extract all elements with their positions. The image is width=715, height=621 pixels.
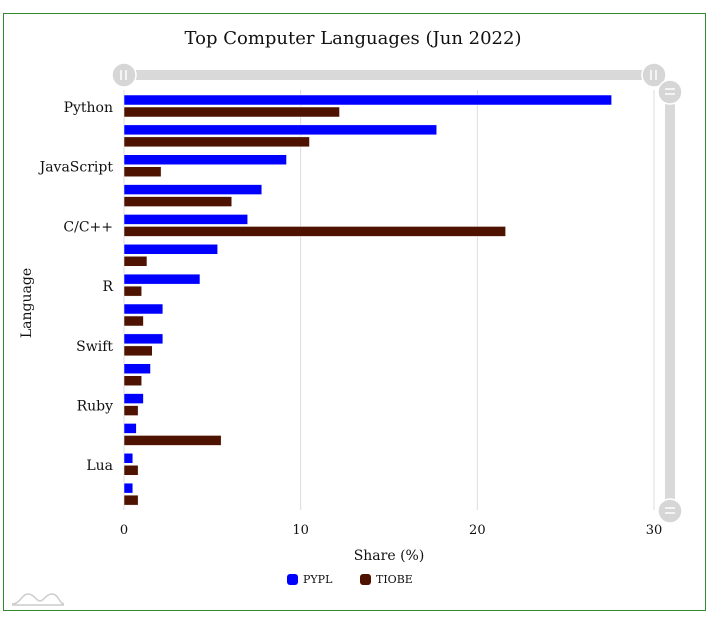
bar-pypl-2[interactable] [123, 154, 287, 165]
bar-tiobe-11[interactable] [123, 435, 222, 446]
bar-pypl-8[interactable] [123, 333, 164, 345]
x-zoom-scrollbar[interactable] [111, 62, 667, 88]
y-scrollbar-handle-top[interactable] [657, 79, 683, 105]
x-tick-label-1: 10 [292, 523, 309, 538]
grid [123, 90, 655, 510]
chart-logo-icon [11, 593, 65, 606]
category-labels: Python JavaScript C/C++ R Swift Ruby Lua [38, 100, 114, 474]
chart-title: Top Computer Languages (Jun 2022) [185, 28, 522, 49]
legend-swatch-tiobe[interactable] [360, 574, 371, 585]
bar-tiobe-6[interactable] [123, 285, 142, 297]
bar-pypl-0[interactable] [123, 94, 612, 106]
bar-tiobe-0[interactable] [123, 106, 340, 118]
category-label-6: R [102, 279, 113, 295]
x-scrollbar-track[interactable] [118, 70, 658, 80]
bar-tiobe-12[interactable] [123, 465, 139, 476]
bar-pypl-1[interactable] [123, 124, 437, 136]
bar-tiobe-4[interactable] [123, 226, 506, 237]
category-label-8: Swift [76, 339, 113, 355]
bar-tiobe-2[interactable] [123, 166, 162, 177]
x-tick-label-3: 30 [646, 523, 663, 538]
x-scrollbar-handle-left[interactable] [111, 62, 137, 88]
bar-tiobe-7[interactable] [123, 315, 144, 327]
x-tick-labels: 0 10 20 30 [120, 523, 662, 538]
category-label-2: JavaScript [38, 160, 114, 176]
bar-tiobe-3[interactable] [123, 196, 233, 207]
x-tick-label-0: 0 [120, 523, 128, 538]
bar-pypl-3[interactable] [123, 184, 263, 195]
legend-label-pypl[interactable]: PYPL [303, 573, 333, 586]
bar-tiobe-10[interactable] [123, 405, 139, 416]
x-axis-title: Share (%) [354, 548, 425, 564]
bar-tiobe-9[interactable] [123, 375, 142, 386]
category-label-4: C/C++ [63, 219, 113, 235]
category-label-12: Lua [86, 458, 113, 474]
bar-tiobe-8[interactable] [123, 345, 153, 357]
bar-pypl-9[interactable] [123, 363, 151, 374]
bar-pypl-6[interactable] [123, 273, 201, 285]
bar-tiobe-13[interactable] [123, 494, 139, 506]
category-label-10: Ruby [77, 399, 114, 415]
y-scrollbar-handle-bottom[interactable] [657, 498, 683, 524]
bar-pypl-10[interactable] [123, 393, 144, 404]
bars [123, 94, 612, 506]
legend: PYPL TIOBE [287, 573, 413, 586]
bar-pypl-5[interactable] [123, 244, 218, 255]
chart-frame [3, 13, 706, 611]
legend-label-tiobe[interactable]: TIOBE [376, 573, 413, 586]
category-label-0: Python [64, 100, 113, 116]
bar-pypl-4[interactable] [123, 214, 248, 225]
y-axis-title: Language [19, 268, 35, 338]
bar-pypl-11[interactable] [123, 423, 137, 434]
y-scrollbar-track[interactable] [665, 86, 675, 512]
y-zoom-scrollbar[interactable] [657, 79, 683, 524]
bar-pypl-12[interactable] [123, 453, 134, 464]
bar-pypl-13[interactable] [123, 482, 134, 494]
x-scrollbar-handle-right[interactable] [641, 62, 667, 88]
bar-tiobe-1[interactable] [123, 136, 310, 148]
bar-pypl-7[interactable] [123, 303, 164, 315]
bar-tiobe-5[interactable] [123, 256, 148, 267]
legend-swatch-pypl[interactable] [287, 574, 298, 585]
x-tick-label-2: 20 [469, 523, 486, 538]
